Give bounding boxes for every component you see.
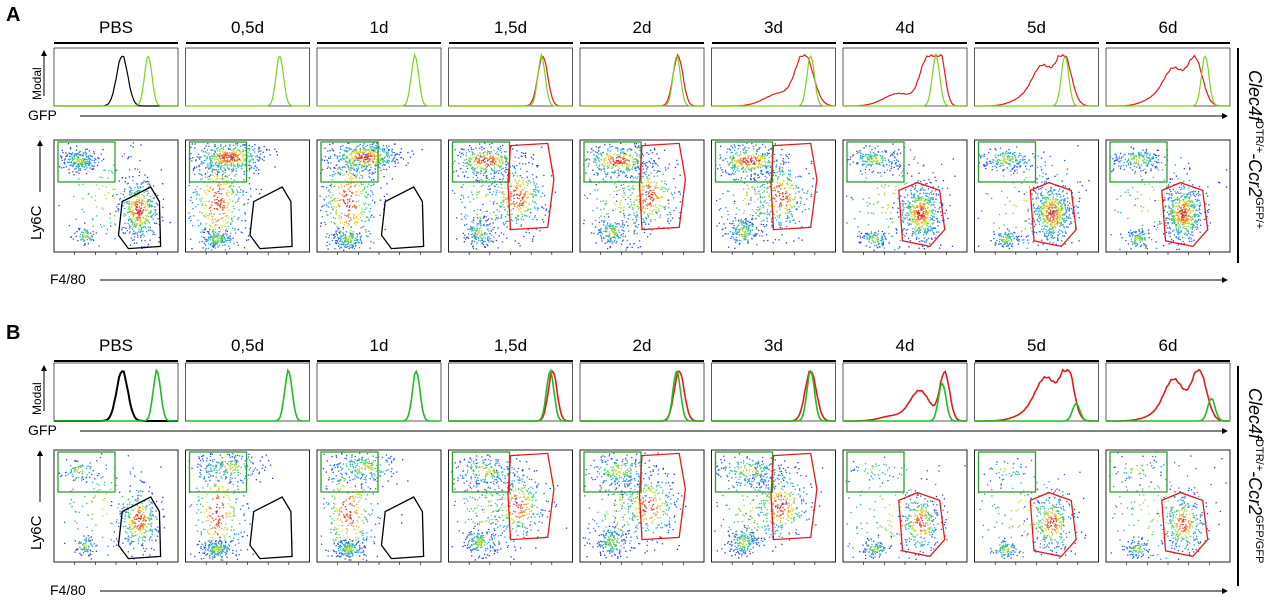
panel-b (37, 363, 1230, 594)
dotplot-box (1106, 450, 1230, 562)
timepoint-label: 2d (580, 18, 704, 38)
arrowhead (41, 365, 47, 371)
dotplot-x-label: F4/80 (50, 582, 86, 598)
dotplot-box (317, 140, 441, 252)
histogram-box (580, 363, 704, 421)
genotype-label: Clec4fDTR/+-Ccr2GFP/+ (1244, 70, 1265, 229)
timepoint-label: 0,5d (186, 336, 310, 356)
timepoint-label: 1,5d (449, 336, 573, 356)
histogram-x-label: GFP (28, 422, 57, 438)
arrowhead (1222, 277, 1228, 283)
timepoint-label: 4d (843, 336, 967, 356)
panel-a (37, 48, 1230, 283)
dotplot-y-label: Ly6C (28, 516, 45, 550)
timepoint-underline (449, 42, 573, 44)
gene-name: Clec4f (1245, 70, 1265, 121)
timepoint-label: 1,5d (449, 18, 573, 38)
arrowhead (37, 140, 43, 146)
timepoint-label: 5d (975, 336, 1099, 356)
timepoint-label: 1d (317, 18, 441, 38)
dotplot-y-label: Ly6C (28, 206, 45, 240)
histogram-box (580, 48, 704, 106)
arrowhead (37, 450, 43, 456)
gene-name: Ccr2 (1245, 477, 1265, 515)
side-bar (1237, 48, 1239, 263)
timepoint-label: PBS (54, 336, 178, 356)
timepoint-underline (1106, 360, 1230, 362)
timepoint-underline (54, 42, 178, 44)
allele: DTR/+ (1253, 439, 1265, 471)
gene-name: Ccr2 (1245, 159, 1265, 197)
arrowhead (41, 50, 47, 56)
panel-letter: B (6, 322, 20, 345)
timepoint-underline (1106, 42, 1230, 44)
histogram-box (449, 48, 573, 106)
histogram-box (975, 48, 1099, 106)
timepoint-underline (712, 42, 836, 44)
timepoint-label: 3d (712, 336, 836, 356)
arrowhead (1222, 588, 1228, 594)
histogram-y-label: Modal (30, 67, 44, 100)
timepoint-underline (580, 42, 704, 44)
timepoint-label: PBS (54, 18, 178, 38)
dotplot-box (843, 450, 967, 562)
genotype-label: Clec4fDTR/+-Ccr2GFP/GFP (1244, 388, 1265, 563)
timepoint-underline (449, 360, 573, 362)
dotplot-x-label: F4/80 (50, 271, 86, 287)
timepoint-label: 4d (843, 18, 967, 38)
histogram-box (1106, 48, 1230, 106)
timepoint-label: 1d (317, 336, 441, 356)
timepoint-underline (975, 360, 1099, 362)
timepoint-underline (580, 360, 704, 362)
allele: DTR/+ (1253, 121, 1265, 153)
side-bar (1237, 366, 1239, 586)
timepoint-underline (712, 360, 836, 362)
arrowhead (1222, 428, 1228, 434)
dotplot-box (1106, 140, 1230, 252)
timepoint-label: 5d (975, 18, 1099, 38)
timepoint-underline (54, 360, 178, 362)
histogram-y-label: Modal (30, 382, 44, 415)
histogram-box (186, 363, 310, 421)
timepoint-label: 0,5d (186, 18, 310, 38)
gene-name: Clec4f (1245, 388, 1265, 439)
histogram-box (1106, 363, 1230, 421)
dotplot-box (975, 140, 1099, 252)
timepoint-label: 2d (580, 336, 704, 356)
allele: GFP/+ (1253, 197, 1265, 229)
histogram-box (317, 363, 441, 421)
histogram-box (186, 48, 310, 106)
panel-letter: A (6, 4, 20, 27)
timepoint-underline (186, 360, 310, 362)
histogram-x-label: GFP (28, 107, 57, 123)
timepoint-underline (975, 42, 1099, 44)
arrowhead (1222, 113, 1228, 119)
histogram-box (843, 48, 967, 106)
timepoint-underline (843, 360, 967, 362)
timepoint-underline (843, 42, 967, 44)
timepoint-label: 6d (1106, 18, 1230, 38)
timepoint-label: 6d (1106, 336, 1230, 356)
timepoint-underline (317, 360, 441, 362)
dotplot-box (186, 140, 310, 252)
histogram-box (712, 48, 836, 106)
allele: GFP/GFP (1253, 515, 1265, 563)
timepoint-underline (186, 42, 310, 44)
timepoint-label: 3d (712, 18, 836, 38)
timepoint-underline (317, 42, 441, 44)
